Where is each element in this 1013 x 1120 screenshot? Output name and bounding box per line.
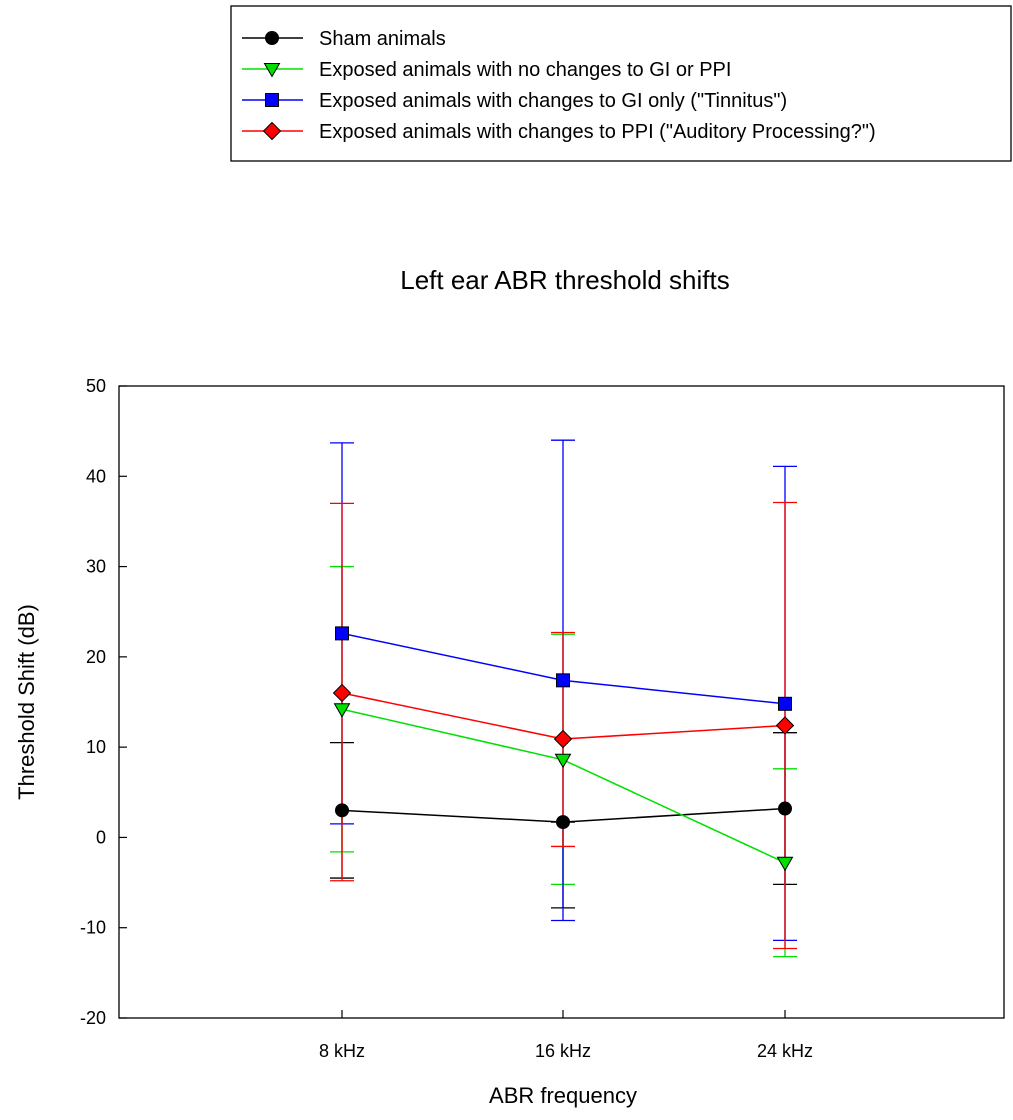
y-tick-label: -20 bbox=[80, 1008, 106, 1028]
series-3 bbox=[335, 626, 792, 711]
data-point bbox=[778, 696, 792, 711]
legend-entry: Exposed animals with changes to GI only … bbox=[242, 90, 787, 112]
legend-entry: Exposed animals with no changes to GI or… bbox=[242, 59, 731, 81]
data-point bbox=[775, 716, 795, 735]
x-tick-label: 16 kHz bbox=[535, 1041, 591, 1061]
legend-marker bbox=[262, 121, 282, 141]
legend-marker bbox=[263, 63, 281, 78]
y-tick-label: 20 bbox=[86, 647, 106, 667]
legend-marker bbox=[265, 31, 279, 45]
x-tick-label: 24 kHz bbox=[757, 1041, 813, 1061]
plot-area bbox=[118, 385, 1005, 1019]
data-point bbox=[776, 856, 794, 872]
data-point bbox=[556, 673, 570, 688]
data-point bbox=[333, 703, 351, 718]
series-1 bbox=[335, 801, 792, 830]
chart-title: Left ear ABR threshold shifts bbox=[400, 265, 730, 295]
y-axis-title: Threshold Shift (dB) bbox=[14, 604, 39, 800]
x-axis: 8 kHz 16 kHz 24 kHz bbox=[319, 1010, 813, 1061]
x-axis-title: ABR frequency bbox=[489, 1083, 637, 1108]
legend-label: Exposed animals with no changes to GI or… bbox=[319, 59, 731, 81]
legend-label: Exposed animals with changes to GI only … bbox=[319, 90, 787, 112]
series-2 bbox=[333, 703, 794, 872]
data-point bbox=[553, 729, 573, 749]
data-point bbox=[556, 815, 570, 830]
y-tick-label: 10 bbox=[86, 737, 106, 757]
legend-label: Sham animals bbox=[319, 28, 446, 50]
legend-entry: Sham animals bbox=[242, 28, 446, 50]
data-point bbox=[778, 801, 792, 816]
data-point bbox=[332, 683, 352, 703]
y-tick-label: -10 bbox=[80, 918, 106, 938]
legend: Sham animals Exposed animals with no chan… bbox=[230, 5, 1012, 162]
legend-entry: Exposed animals with changes to PPI ("Au… bbox=[242, 121, 876, 143]
y-tick-label: 40 bbox=[86, 466, 106, 486]
data-point bbox=[335, 626, 349, 641]
x-tick-label: 8 kHz bbox=[319, 1041, 365, 1061]
y-tick-label: 0 bbox=[96, 827, 106, 847]
y-axis: -20 -10 0 10 20 30 40 50 bbox=[80, 376, 127, 1028]
data-point bbox=[554, 753, 572, 769]
data-point bbox=[335, 803, 349, 818]
series-4 bbox=[332, 683, 795, 749]
series-layer bbox=[330, 439, 797, 958]
legend-marker bbox=[265, 93, 279, 107]
y-tick-label: 30 bbox=[86, 557, 106, 577]
legend-box bbox=[230, 5, 1012, 162]
legend-label: Exposed animals with changes to PPI ("Au… bbox=[319, 121, 876, 143]
y-tick-label: 50 bbox=[86, 376, 106, 396]
